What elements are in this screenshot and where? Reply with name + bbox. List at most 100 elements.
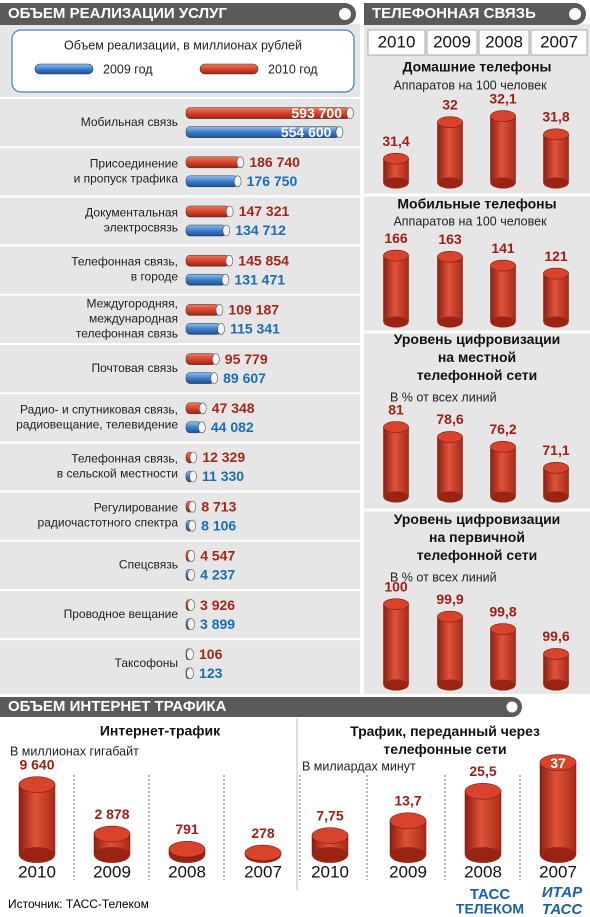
column-cap [490, 110, 516, 122]
column-cap [490, 259, 516, 272]
year-label: 2009 [433, 32, 471, 51]
legend-label: 2010 год [268, 62, 318, 76]
value-label: 121 [544, 248, 568, 264]
column-cap [543, 462, 569, 474]
logo-text: ТАСС [542, 901, 584, 917]
category-label: Присоединение и пропуск трафика [74, 156, 179, 185]
column [18, 784, 56, 856]
chart-subtitle: В милиардах минут [302, 759, 416, 773]
chart-subtitle: Аппаратов на 100 человек [393, 214, 547, 228]
bar [185, 156, 241, 169]
value-label: 8 106 [201, 517, 236, 533]
bar-cap [189, 451, 198, 464]
column-cap [464, 783, 502, 800]
column-base [437, 491, 463, 503]
category-label: Регулирование радиочастотного спектра [38, 501, 179, 530]
year-label: 2008 [485, 32, 523, 51]
chart-title: Трафик, переданный через телефонные сети [350, 723, 540, 757]
year-cell [367, 29, 426, 56]
column [539, 762, 577, 856]
value-label: 109 187 [228, 302, 279, 318]
bar-cap [221, 273, 230, 286]
bar-cap [187, 618, 195, 630]
year-label: 2010 [378, 32, 416, 51]
value-label: 278 [251, 825, 275, 841]
column-cap [383, 249, 409, 262]
x-tick-label: 2008 [464, 862, 502, 881]
header-dot [339, 8, 351, 20]
chart-subtitle: Аппаратов на 100 человек [393, 78, 547, 92]
year-cell [426, 29, 478, 56]
value-label: 31,8 [542, 109, 569, 125]
year-cell [478, 29, 530, 56]
column-base [437, 177, 463, 189]
bar-cap [186, 648, 194, 661]
column [383, 426, 409, 498]
column-base [383, 491, 409, 503]
value-label: 123 [199, 665, 223, 681]
column-cap [543, 128, 569, 141]
category-label: Почтовая связь [91, 361, 178, 375]
value-label: 47 348 [212, 400, 255, 416]
column-cap [539, 754, 577, 771]
value-label: 99,9 [436, 591, 463, 607]
chart-title: Уровень цифровизации на местной телефонной… [394, 331, 561, 383]
value-label: 13,7 [394, 793, 421, 809]
bar-cap [187, 599, 195, 611]
bar [185, 273, 226, 286]
column [543, 273, 569, 323]
header-left: ОБЪЕМ РЕАЛИЗАЦИИ УСЛУГ [8, 5, 227, 22]
bar-cap [222, 224, 231, 237]
column [490, 446, 516, 498]
bar-cap [215, 304, 224, 316]
x-tick-label: 2008 [168, 862, 206, 881]
source: Источник: ТАСС-Телеком [8, 897, 149, 911]
bar-cap [225, 205, 234, 218]
header-bottom: ОБЪЕМ ИНТЕРНЕТ ТРАФИКА [8, 698, 227, 715]
column [543, 134, 569, 184]
column-base [437, 679, 463, 691]
category-label: Телефонная связь, в городе [71, 255, 178, 284]
legend-label: 2009 год [103, 62, 153, 76]
bar-cap [210, 372, 218, 384]
value-label: 145 854 [238, 252, 289, 268]
header-bar [364, 3, 586, 25]
x-tick-label: 2009 [93, 862, 131, 881]
value-label: 115 341 [230, 321, 280, 337]
value-label: 78,6 [436, 411, 463, 427]
value-label: 89 607 [223, 370, 266, 386]
column-cap [168, 841, 206, 858]
bar-cap [186, 667, 194, 680]
column-base [19, 847, 55, 863]
bar-cap [236, 156, 245, 169]
value-label: 44 082 [211, 419, 254, 435]
category-label: Телефонная связь, в сельской местности [57, 452, 178, 481]
bar [185, 175, 238, 188]
column-base [437, 316, 463, 328]
column-cap [543, 648, 569, 660]
column [437, 121, 463, 184]
column-base [312, 847, 348, 863]
column-cap [383, 421, 409, 433]
column-base [383, 679, 409, 691]
value-label: 131 471 [234, 271, 285, 287]
column-base [540, 847, 576, 863]
value-label: 141 [491, 240, 515, 256]
column [490, 628, 516, 686]
chart-subtitle: В миллионах гигабайт [10, 744, 139, 758]
value-label: 791 [175, 821, 199, 837]
bar-cap [198, 421, 206, 434]
legend-swatch [199, 63, 259, 75]
value-label: 593 700 [291, 105, 342, 121]
value-label: 11 330 [202, 468, 244, 484]
value-label: 554 600 [281, 124, 332, 140]
column-cap [244, 844, 282, 862]
column-base [383, 316, 409, 328]
header-dot [569, 8, 581, 20]
value-label: 100 [384, 578, 408, 594]
value-label: 106 [199, 646, 223, 662]
value-label: 12 329 [202, 449, 245, 465]
x-tick-label: 2010 [311, 862, 349, 881]
column [437, 616, 463, 686]
